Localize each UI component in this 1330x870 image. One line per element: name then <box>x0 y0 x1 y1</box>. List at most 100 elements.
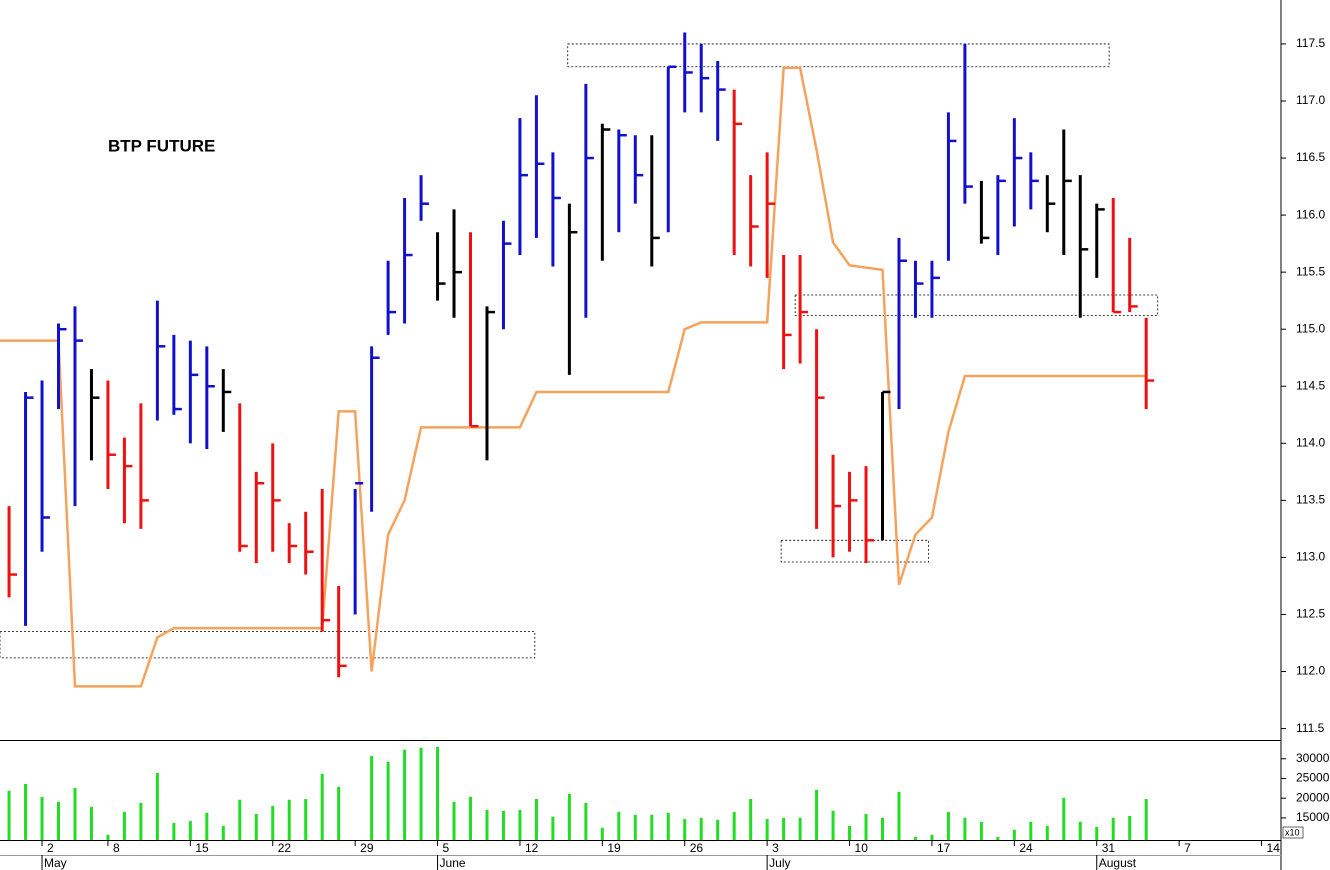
volume-bar <box>172 823 176 840</box>
x-tick-label: 8 <box>113 841 120 855</box>
y-tick-label: 115.0 <box>1296 321 1325 335</box>
volume-bar <box>122 811 126 840</box>
volume-bar <box>403 749 407 840</box>
zone <box>794 294 1159 316</box>
volume-bar <box>370 755 374 840</box>
y-tick-label: 112.5 <box>1296 607 1325 621</box>
volume-bar <box>7 790 11 840</box>
volume-bar <box>716 819 720 840</box>
y-tick-label: 117.0 <box>1296 93 1325 107</box>
volume-bar <box>238 799 242 840</box>
volume-bar <box>518 810 522 840</box>
volume-bar <box>617 811 621 840</box>
volume-bar <box>24 783 28 840</box>
volume-bar <box>1045 825 1049 840</box>
volume-bar <box>106 834 110 840</box>
scale-label: x10 <box>1285 827 1300 837</box>
volume-bar <box>864 813 868 840</box>
volume-bar <box>732 811 736 840</box>
volume-bar <box>683 819 687 840</box>
month-label: August <box>1099 856 1137 870</box>
month-label: June <box>440 856 466 870</box>
volume-bar <box>765 819 769 840</box>
volume-bar <box>1062 797 1066 840</box>
x-tick-label: 3 <box>772 841 779 855</box>
zone <box>567 43 1110 68</box>
volume-bar <box>749 798 753 840</box>
volume-bar <box>551 816 555 840</box>
volume-bar <box>881 817 885 840</box>
x-tick-label: 15 <box>195 841 209 855</box>
volume-bar <box>57 801 61 840</box>
y-tick-label: 117.5 <box>1296 36 1325 50</box>
volume-bar <box>73 787 77 840</box>
y-tick-label: 15000 <box>1296 810 1330 824</box>
volume-bar <box>567 793 571 840</box>
volume-bar <box>1144 798 1148 840</box>
y-tick-label: 114.0 <box>1296 435 1325 449</box>
volume-bar <box>501 810 505 840</box>
y-tick-label: 112.0 <box>1296 664 1325 678</box>
volume-bar <box>848 825 852 840</box>
volume-bar <box>436 746 440 840</box>
x-tick-label: 14 <box>1267 841 1281 855</box>
volume-bar <box>40 797 44 840</box>
volume-bar <box>913 836 917 840</box>
y-tick-label: 114.5 <box>1296 378 1325 392</box>
x-tick-label: 2 <box>47 841 54 855</box>
volume-bar <box>320 773 324 840</box>
volume-bar <box>534 798 538 840</box>
volume-bar <box>650 814 654 840</box>
volume-bar <box>897 791 901 840</box>
volume-bar <box>963 817 967 840</box>
volume-bar <box>254 813 258 840</box>
y-tick-label: 30000 <box>1296 751 1330 765</box>
zone <box>0 631 536 659</box>
y-tick-label: 116.0 <box>1296 207 1325 221</box>
volume-bar <box>139 802 143 840</box>
volume-bar <box>600 827 604 840</box>
volume-bar <box>155 772 159 840</box>
y-tick-label: 20000 <box>1296 790 1330 804</box>
volume-bar <box>452 801 456 840</box>
trend-line <box>0 66 1147 688</box>
volume-bar <box>633 814 637 840</box>
volume-bar <box>419 747 423 840</box>
x-tick-label: 12 <box>525 841 539 855</box>
volume-bar <box>287 799 291 840</box>
x-tick-label: 10 <box>855 841 869 855</box>
y-tick-label: 113.5 <box>1296 493 1325 507</box>
x-tick-label: 22 <box>278 841 292 855</box>
y-tick-label: 115.5 <box>1296 264 1325 278</box>
y-tick-label: 116.5 <box>1296 150 1325 164</box>
volume-bar <box>699 817 703 840</box>
x-tick-label: 19 <box>607 841 621 855</box>
volume-bar <box>1128 815 1132 840</box>
volume-bar <box>798 817 802 840</box>
x-tick-label: 5 <box>443 841 450 855</box>
zone <box>780 539 930 563</box>
x-tick-label: 31 <box>1102 841 1116 855</box>
x-tick-label: 17 <box>937 841 951 855</box>
volume-bar <box>930 834 934 840</box>
volume-bar <box>996 836 1000 840</box>
volume-bar <box>946 811 950 840</box>
volume-bar <box>666 812 670 840</box>
volume-bar <box>831 810 835 840</box>
x-tick-label: 29 <box>360 841 374 855</box>
scale-box <box>1282 826 1304 839</box>
chart-title: BTP FUTURE <box>108 136 215 155</box>
y-tick-label: 111.5 <box>1296 721 1325 735</box>
x-tick-label: 26 <box>690 841 704 855</box>
volume-bar <box>221 825 225 840</box>
volume-bar <box>386 761 390 840</box>
volume-bar <box>304 798 308 840</box>
volume-bar <box>188 821 192 840</box>
volume-bar <box>979 821 983 840</box>
volume-bar <box>584 802 588 840</box>
y-tick-label: 113.0 <box>1296 550 1325 564</box>
volume-bar <box>1111 817 1115 840</box>
